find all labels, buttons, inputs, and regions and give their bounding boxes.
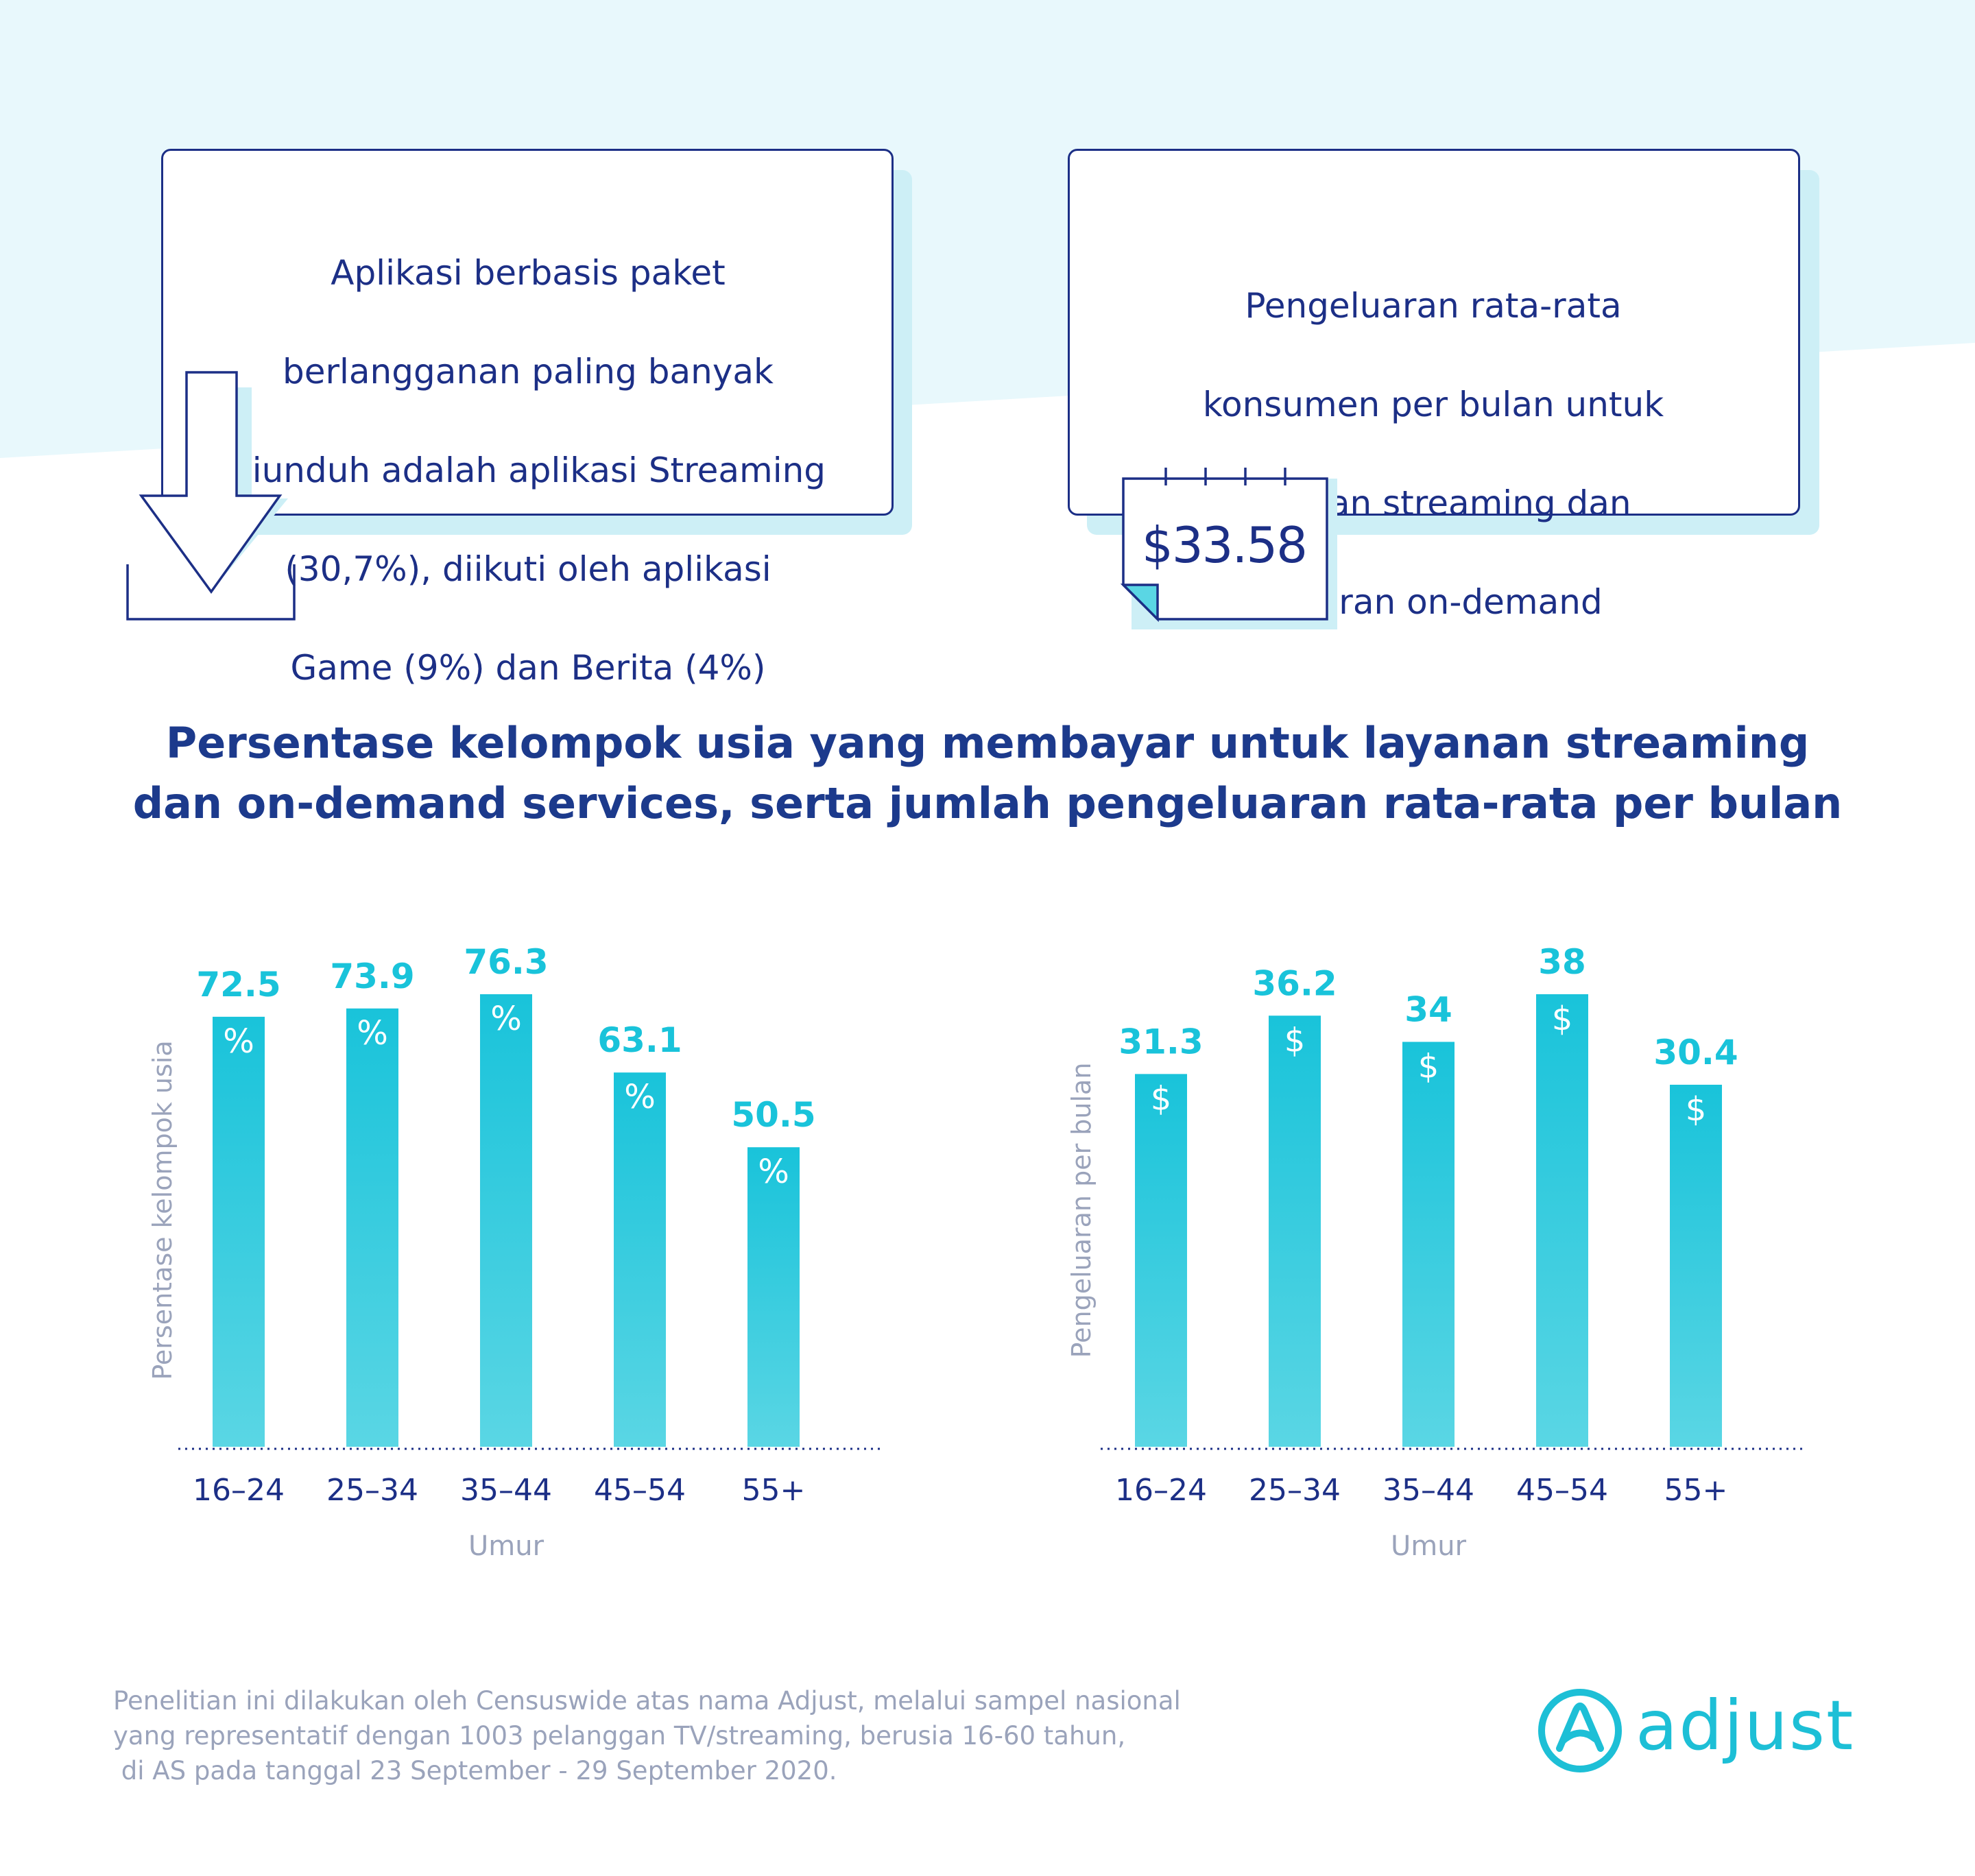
bar bbox=[1135, 1074, 1187, 1447]
footnote-line: di AS pada tanggal 23 September - 29 Sep… bbox=[113, 1756, 837, 1785]
left-card-line: (30,7%), diikuti oleh aplikasi bbox=[285, 549, 771, 589]
footnote: Penelitian ini dilakukan oleh Censuswide… bbox=[113, 1683, 1181, 1788]
bar bbox=[1670, 1085, 1722, 1447]
bar bbox=[1269, 1015, 1321, 1447]
x-tick-label: 16–24 bbox=[193, 1473, 285, 1508]
calendar-note-icon bbox=[1120, 468, 1337, 629]
bar-symbol: $ bbox=[1418, 1047, 1439, 1085]
bar bbox=[213, 1016, 265, 1447]
brand-name: adjust bbox=[1636, 1685, 1855, 1766]
bar-symbol: $ bbox=[1151, 1079, 1172, 1118]
bar-value-label: 30.4 bbox=[1653, 1033, 1738, 1072]
x-tick-label: 35–44 bbox=[460, 1473, 552, 1508]
age-percentage-bar-chart: % 72.5 16–24% 73.9 25–34% 76.3 35–44% 63.1 45–54… bbox=[178, 942, 881, 1562]
x-axis-label: Umur bbox=[468, 1530, 544, 1562]
bar-symbol: % bbox=[758, 1153, 789, 1191]
bar bbox=[346, 1008, 398, 1447]
footnote-line: Penelitian ini dilakukan oleh Censuswide… bbox=[113, 1686, 1181, 1716]
monthly-spend-bar-chart: $31.3 16–24 $36.2 25–34 $34 35–44 $38 45–54 $30.… bbox=[1101, 942, 1804, 1562]
bar-symbol: % bbox=[624, 1078, 656, 1116]
bar-symbol: $ bbox=[1686, 1090, 1707, 1129]
x-tick-label: 35–44 bbox=[1382, 1473, 1474, 1508]
bar bbox=[1536, 994, 1588, 1447]
bar-value-label: 63.1 bbox=[597, 1020, 682, 1060]
bar-value-label: 73.9 bbox=[330, 957, 414, 996]
x-tick-label: 55+ bbox=[1664, 1473, 1728, 1508]
x-tick-label: 45–54 bbox=[1516, 1473, 1608, 1508]
right-card-line: konsumen per bulan untuk bbox=[1202, 385, 1664, 424]
chart-title-line: Persentase kelompok usia yang membayar u… bbox=[165, 718, 1810, 768]
bar-value-label: 34 bbox=[1404, 989, 1452, 1029]
download-arrow-icon bbox=[126, 371, 296, 621]
bar bbox=[747, 1147, 800, 1447]
bar-symbol: % bbox=[490, 1000, 522, 1038]
left-card-line: diunduh adalah aplikasi Streaming bbox=[230, 450, 826, 490]
bar-symbol: % bbox=[357, 1014, 388, 1053]
footnote-line: yang representatif dengan 1003 pelanggan… bbox=[113, 1721, 1126, 1751]
x-tick-label: 45–54 bbox=[594, 1473, 686, 1508]
bar bbox=[480, 994, 532, 1447]
x-tick-label: 16–24 bbox=[1115, 1473, 1207, 1508]
left-card-line: berlangganan paling banyak bbox=[282, 352, 774, 392]
adjust-logo-icon bbox=[1538, 1689, 1622, 1772]
left-card-line: Aplikasi berbasis paket bbox=[331, 253, 726, 293]
x-axis-label: Umur bbox=[1391, 1530, 1467, 1562]
bar-value-label: 76.3 bbox=[464, 942, 548, 982]
average-spend-amount: $33.58 bbox=[1142, 516, 1308, 574]
right-info-card bbox=[1068, 149, 1800, 516]
bar bbox=[614, 1072, 666, 1447]
chart-title-line: dan on-demand services, serta jumlah pen… bbox=[132, 778, 1843, 828]
left-card-text: Aplikasi berbasis paket berlangganan pal… bbox=[206, 199, 850, 742]
right-card-line: Pengeluaran rata-rata bbox=[1245, 286, 1622, 326]
bar-value-label: 72.5 bbox=[196, 965, 280, 1005]
x-tick-label: 55+ bbox=[742, 1473, 806, 1508]
left-info-card bbox=[161, 149, 894, 516]
left-card-line: Game (9%) dan Berita (4%) bbox=[290, 648, 766, 688]
bar-value-label: 38 bbox=[1538, 942, 1586, 982]
bar-symbol: $ bbox=[1284, 1021, 1306, 1059]
bar-value-label: 31.3 bbox=[1118, 1022, 1203, 1061]
bar-value-label: 50.5 bbox=[731, 1095, 815, 1135]
x-tick-label: 25–34 bbox=[1249, 1473, 1341, 1508]
chart-title: Persentase kelompok usia yang membayar u… bbox=[0, 713, 1975, 834]
x-tick-label: 25–34 bbox=[326, 1473, 418, 1508]
bar bbox=[1402, 1042, 1455, 1447]
bar-value-label: 36.2 bbox=[1252, 963, 1337, 1003]
bar-symbol: % bbox=[223, 1022, 254, 1061]
bar-symbol: $ bbox=[1552, 1000, 1573, 1038]
